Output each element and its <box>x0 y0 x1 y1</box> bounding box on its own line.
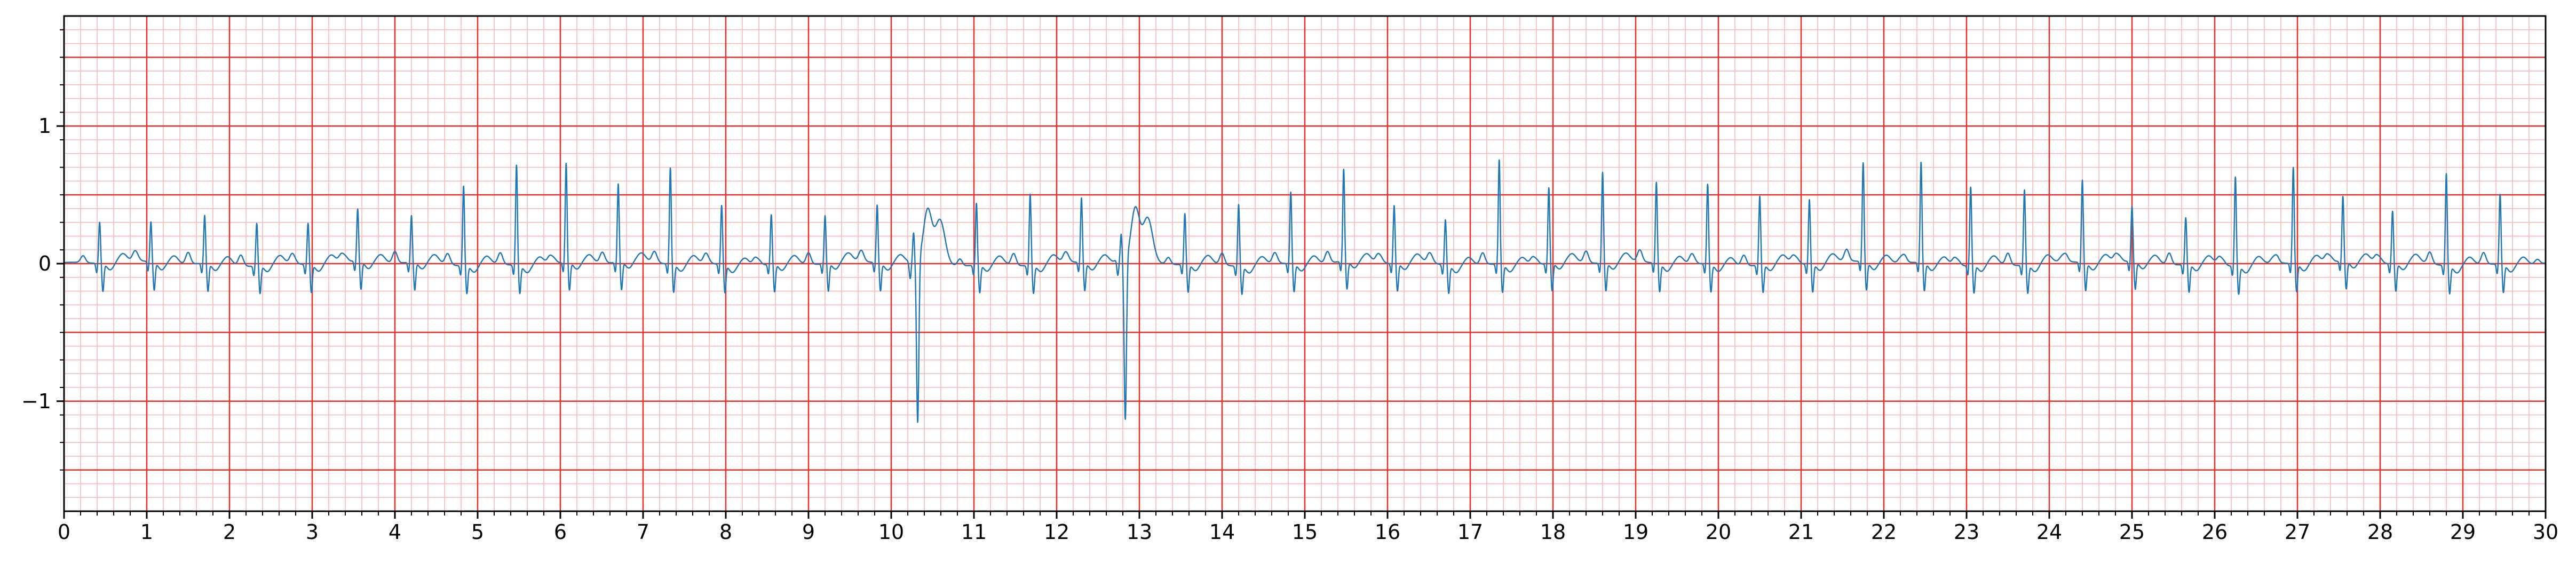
ecg-beat-point <box>1027 191 1033 197</box>
ecg-beat-point <box>1918 159 1924 165</box>
x-tick-label: 6 <box>554 520 567 544</box>
x-tick-label: 27 <box>2285 520 2310 544</box>
x-tick-label: 25 <box>2119 520 2145 544</box>
ecg-beat-point <box>1806 196 1813 203</box>
axis-ticks <box>57 29 2547 519</box>
ecg-beat-point <box>1341 166 1347 172</box>
ecg-beat-point <box>202 212 208 219</box>
ecg-beat-point <box>2497 191 2503 197</box>
ecg-beat-point <box>2340 193 2346 200</box>
ecg-beat-point <box>874 202 881 208</box>
y-tick-label: 0 <box>38 252 51 275</box>
ecg-beat-point <box>2079 177 2086 184</box>
ecg-beat-point <box>718 202 725 209</box>
y-tick-label: −1 <box>21 390 51 413</box>
x-tick-label: 4 <box>389 520 401 544</box>
ecg-beat-point <box>973 200 980 207</box>
x-tick-label: 2 <box>223 520 236 544</box>
x-tick-labels: 0 1 2 3 4 5 6 7 8 9 10 11 12 13 14 15 16 17 18 19 20 21 22 23 24… <box>58 520 2558 544</box>
ecg-beat-point <box>563 160 569 166</box>
x-tick-label: 12 <box>1044 520 1069 544</box>
ecg-beat-point <box>1705 181 1711 187</box>
ecg-beat-point <box>615 181 622 187</box>
x-tick-label: 14 <box>1209 520 1235 544</box>
ecg-beat-point <box>253 220 260 227</box>
x-tick-label: 3 <box>306 520 319 544</box>
x-tick-label: 18 <box>1540 520 1566 544</box>
x-tick-label: 24 <box>2036 520 2062 544</box>
ecg-beat-point <box>768 211 774 218</box>
ecg-beat-point <box>1653 179 1660 186</box>
ecg-beat-point <box>1442 217 1449 223</box>
ecg-beat-point <box>2129 203 2135 210</box>
x-tick-label: 28 <box>2367 520 2393 544</box>
x-tick-label: 22 <box>1871 520 1897 544</box>
x-tick-label: 17 <box>1457 520 1483 544</box>
ecg-beat-point <box>2443 170 2450 177</box>
ecg-beat-point <box>1182 210 1188 217</box>
ecg-beat-point <box>2389 208 2396 215</box>
y-tick-labels: 1 0 −1 <box>21 114 51 413</box>
ecg-beat-point <box>1288 189 1294 195</box>
ecg-beat-pvc-point <box>1122 416 1129 423</box>
x-tick-label: 29 <box>2450 520 2476 544</box>
major-grid <box>63 16 2547 511</box>
x-tick-label: 5 <box>471 520 484 544</box>
ecg-beat-point <box>305 220 311 227</box>
x-tick-label: 26 <box>2202 520 2228 544</box>
x-tick-label: 0 <box>58 520 70 544</box>
ecg-beat-point <box>667 165 673 171</box>
x-tick-label: 1 <box>140 520 153 544</box>
ecg-beat-point <box>513 162 520 168</box>
x-tick-label: 10 <box>878 520 904 544</box>
ecg-beat-point <box>408 212 415 219</box>
ecg-beat-point <box>1079 195 1085 201</box>
ecg-beat-point <box>2232 174 2239 180</box>
x-tick-label: 20 <box>1706 520 1731 544</box>
ecg-beat-point <box>2290 164 2296 171</box>
x-tick-label: 9 <box>802 520 815 544</box>
ecg-beat-point <box>1496 157 1502 163</box>
ecg-beat-point <box>97 219 103 225</box>
trace-layer <box>64 157 2546 425</box>
ecg-beat-point <box>2183 215 2189 221</box>
ecg-beat-pvc-point <box>915 419 921 425</box>
x-tick-label: 13 <box>1127 520 1152 544</box>
ecg-beat-point <box>148 219 154 225</box>
x-tick-label: 30 <box>2533 520 2558 544</box>
x-tick-label: 11 <box>961 520 987 544</box>
ecg-trace-line <box>64 159 2546 423</box>
x-tick-label: 8 <box>719 520 732 544</box>
ecg-beat-point <box>1391 202 1397 209</box>
ecg-beat-point <box>461 183 467 189</box>
ecg-beat-point <box>1757 193 1763 200</box>
ecg-beat-point <box>2022 187 2028 193</box>
x-tick-label: 15 <box>1292 520 1318 544</box>
y-tick-label: 1 <box>38 114 51 138</box>
ecg-beat-point <box>1545 185 1552 191</box>
x-tick-label: 23 <box>1954 520 1979 544</box>
x-tick-label: 19 <box>1623 520 1648 544</box>
ecg-beat-point <box>1235 201 1242 208</box>
ecg-beat-point <box>1599 169 1606 176</box>
ecg-beat-point <box>354 206 361 212</box>
x-tick-label: 7 <box>637 520 649 544</box>
x-tick-label: 21 <box>1788 520 1814 544</box>
ecg-beat-point <box>1860 160 1866 166</box>
ecg-beat-point <box>822 212 828 219</box>
ecg-beat-point <box>1968 184 1974 191</box>
x-tick-label: 16 <box>1375 520 1400 544</box>
